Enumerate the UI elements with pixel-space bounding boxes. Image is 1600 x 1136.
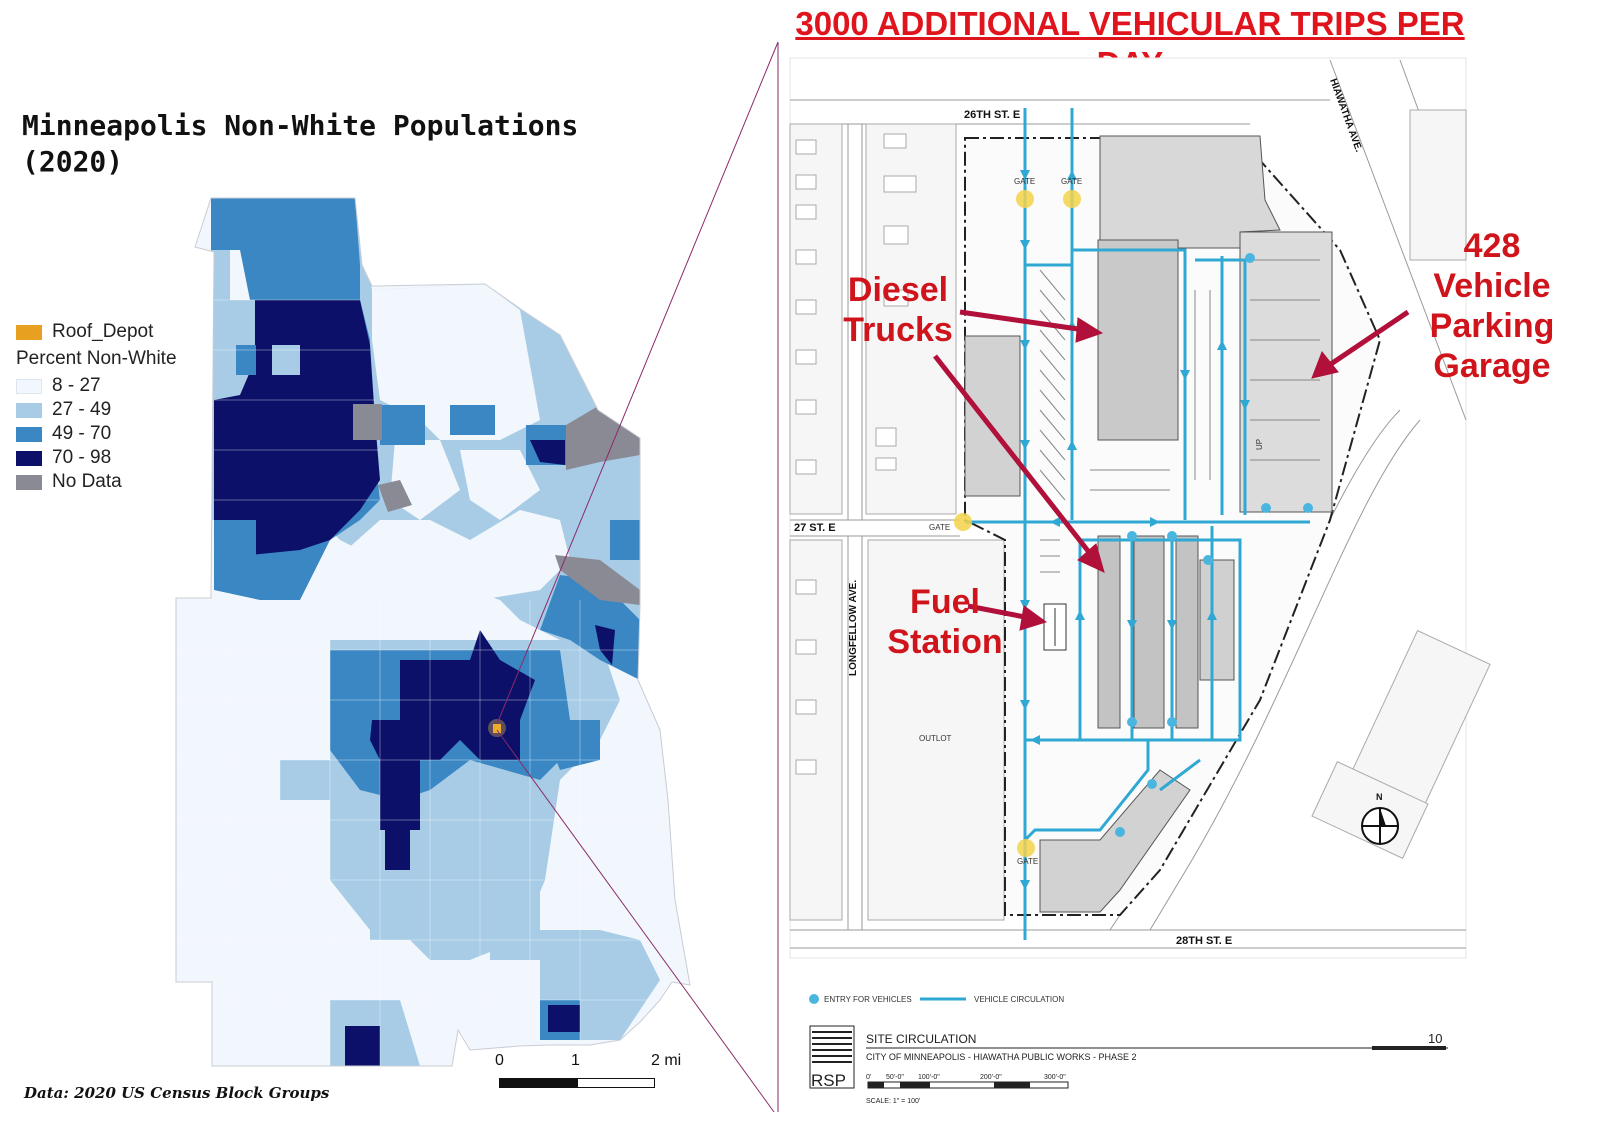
legend-class-label: No Data	[52, 471, 122, 492]
map-title-line1: Minneapolis Non-White Populations	[22, 109, 579, 142]
key-circulation-label: VEHICLE CIRCULATION	[974, 995, 1064, 1004]
scale-tick-4: 300'-0"	[1044, 1074, 1066, 1081]
legend-class-label: 27 - 49	[52, 399, 112, 420]
scale-label-2: 2 mi	[651, 1052, 682, 1069]
entry-points	[1115, 253, 1313, 837]
sheet-number: 10	[1428, 1031, 1442, 1046]
zoom-connector-bottom	[496, 729, 775, 1113]
callout-arrows	[933, 309, 1410, 631]
roof-depot-marker	[493, 724, 501, 733]
legend-swatch	[16, 450, 42, 466]
scale-segment-dark	[499, 1078, 577, 1088]
map-title: Minneapolis Non-White Populations (2020)	[22, 108, 682, 180]
street-28th: 28TH ST. E	[1176, 935, 1232, 947]
legend-class-4: 70 - 98	[16, 446, 177, 470]
legend-swatch	[16, 426, 42, 442]
key-entry-icon	[809, 994, 819, 1004]
zoom-connector-top	[496, 41, 779, 725]
plan-scale-bar	[867, 1081, 1069, 1089]
map-title-line2: (2020)	[22, 145, 124, 178]
scale-tick-2: 100'-0"	[918, 1074, 940, 1081]
title-block: RSP SITE CIRCULATION CITY OF MINNEAPOLIS…	[809, 1025, 1448, 1105]
map-legend: Roof_Depot Percent Non-White 8 - 27 27 -…	[16, 320, 177, 494]
legend-site-entry: Roof_Depot	[16, 320, 177, 344]
north-label: N	[1376, 792, 1383, 802]
street-26th: 26TH ST. E	[964, 109, 1020, 121]
legend-class-label: 8 - 27	[52, 375, 101, 396]
callout-parking-garage: 428 Vehicle Parking Garage	[1412, 226, 1572, 386]
callout-parking-line3: Parking	[1429, 307, 1555, 345]
legend-heading: Percent Non-White	[16, 348, 177, 369]
callout-fuel-line2: Station	[887, 623, 1003, 661]
callout-fuel-line1: Fuel	[910, 583, 980, 621]
scale-tick-1: 50'-0"	[886, 1074, 904, 1081]
scale-label-1: 1	[571, 1052, 580, 1069]
callout-parking-line2: Vehicle	[1433, 267, 1551, 305]
legend-site-label: Roof_Depot	[52, 321, 154, 342]
legend-class-2: 27 - 49	[16, 398, 177, 422]
project-name: CITY OF MINNEAPOLIS - HIAWATHA PUBLIC WO…	[866, 1052, 1137, 1062]
city-boundary	[175, 197, 691, 1067]
scale-segment-light	[577, 1078, 655, 1088]
legend-swatch	[16, 378, 42, 394]
legend-class-label: 70 - 98	[52, 447, 112, 468]
callout-parking-line1: 428	[1463, 227, 1521, 265]
street-27th: 27 ST. E	[794, 522, 836, 534]
ramp-up-label: UP	[1255, 439, 1264, 450]
legend-swatch	[16, 402, 42, 418]
gate-label-2: GATE	[1061, 177, 1082, 186]
key-entry-label: ENTRY FOR VEHICLES	[824, 995, 912, 1004]
small-lots	[795, 133, 917, 775]
gate-markers	[954, 190, 1081, 857]
scale-label-0: 0	[495, 1052, 504, 1069]
legend-class-3: 49 - 70	[16, 422, 177, 446]
north-arrow-pointer	[1380, 808, 1386, 826]
scale-tick-0: 0'	[866, 1074, 871, 1081]
circulation-arrowheads	[1020, 170, 1250, 890]
legend-class-label: 49 - 70	[52, 423, 112, 444]
sheet-title: SITE CIRCULATION	[866, 1032, 976, 1046]
scale-note: SCALE: 1" = 100'	[866, 1098, 920, 1105]
roof-depot-glow	[488, 719, 506, 737]
callout-parking-line4: Garage	[1433, 347, 1551, 385]
firm-logo-text: RSP	[811, 1071, 846, 1090]
callout-diesel-line2: Trucks	[843, 311, 953, 349]
legend-site-swatch	[16, 324, 42, 340]
data-credit: Data: 2020 US Census Block Groups	[24, 1084, 330, 1102]
parking-striping	[1039, 259, 1320, 573]
city-fill	[176, 198, 690, 1066]
callout-fuel-station: Fuel Station	[870, 582, 1020, 662]
outlot-label: OUTLOT	[919, 734, 952, 743]
legend-swatch	[16, 474, 42, 490]
gate-label-3: GATE	[929, 523, 950, 532]
legend-class-5: No Data	[16, 470, 177, 494]
map-scale-bar: 0 1 2 mi	[495, 1052, 685, 1092]
callout-diesel-trucks: Diesel Trucks	[828, 270, 968, 350]
gate-label-1: GATE	[1014, 177, 1035, 186]
gate-label-4: GATE	[1017, 857, 1038, 866]
scale-tick-3: 200'-0"	[980, 1074, 1002, 1081]
callout-diesel-line1: Diesel	[847, 271, 949, 309]
legend-class-1: 8 - 27	[16, 374, 177, 398]
street-longfellow: LONGFELLOW AVE.	[848, 580, 859, 676]
